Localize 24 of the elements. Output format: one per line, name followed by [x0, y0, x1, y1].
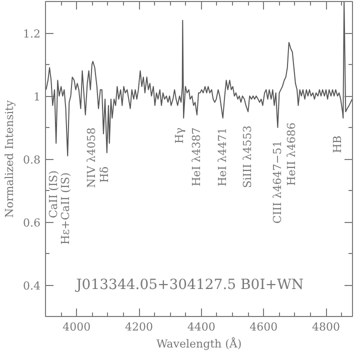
x-tick-label: 4000 — [62, 320, 91, 334]
annotation: Hγ — [173, 127, 186, 144]
annotation: NIV λ4058 — [85, 127, 98, 188]
y-tick-label: 0.8 — [23, 154, 41, 166]
y-tick-label: 1.2 — [23, 28, 41, 40]
y-tick-label: 1 — [34, 90, 40, 104]
x-tick-label: 4400 — [187, 320, 216, 334]
x-tick-label: 4600 — [250, 320, 278, 334]
annotation: SiIII λ4553 — [241, 125, 254, 188]
annotation: HeII λ4686 — [285, 122, 298, 186]
annotation: HeI λ4387 — [190, 127, 203, 186]
y-tick-label: 0.6 — [23, 216, 41, 230]
y-tick-label: 0.4 — [23, 280, 41, 292]
annotation: Hδ — [98, 166, 111, 183]
annotation: HB — [331, 135, 344, 154]
y-axis-title: Normalized Intensity — [3, 99, 16, 218]
annotation: HeI λ4471 — [216, 127, 229, 186]
x-axis-title: Wavelength (Å) — [156, 336, 242, 350]
x-tick-label: 4200 — [125, 320, 154, 334]
annotation: Hε+CaII (IS) — [59, 172, 72, 245]
x-tick-label: 4800 — [312, 320, 340, 334]
text: J013344.05+304127.5 B0I+WN — [74, 277, 304, 293]
annotation: CaII (IS) — [47, 170, 60, 218]
annotation: CIII λ4647−51 — [271, 140, 284, 224]
